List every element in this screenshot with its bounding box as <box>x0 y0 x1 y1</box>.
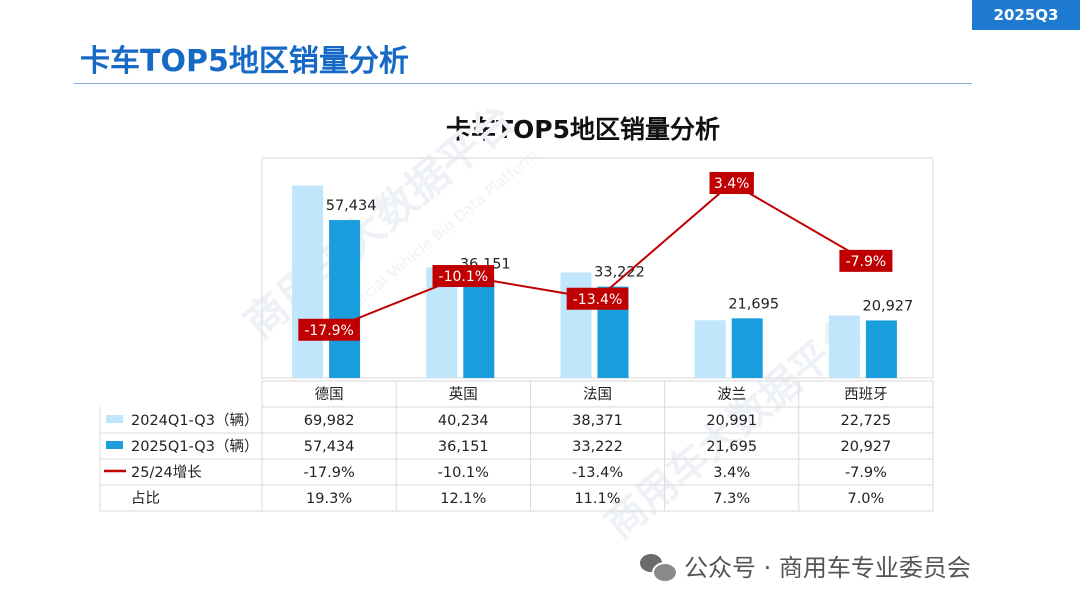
table-cell: -17.9% <box>303 465 354 481</box>
category-tick-label: 法国 <box>583 386 612 403</box>
table-cell: -13.4% <box>572 465 623 481</box>
table-cell: 20,927 <box>841 439 892 455</box>
table-cell: 3.4% <box>713 465 750 481</box>
legend-label: 2025Q1-Q3（辆） <box>131 438 258 455</box>
wechat-icon <box>640 552 678 583</box>
table-cell: 57,434 <box>304 439 355 455</box>
growth-label-box <box>298 318 360 341</box>
footer: 公众号 · 商用车专业委员会 <box>640 548 971 583</box>
bar-value-label: 57,434 <box>326 198 377 214</box>
legend-label: 25/24增长 <box>131 464 202 481</box>
table-cell: 12.1% <box>440 491 486 507</box>
table-cell: 11.1% <box>574 491 620 507</box>
legend-label: 2024Q1-Q3（辆） <box>131 412 258 429</box>
growth-label-box <box>432 265 495 288</box>
growth-data-label: -17.9% <box>304 323 354 339</box>
table-cell: 69,982 <box>304 413 355 429</box>
growth-label-box <box>566 287 629 310</box>
table-cell: 7.3% <box>713 491 750 507</box>
table-cell: -7.9% <box>845 465 887 481</box>
table-cell: 19.3% <box>306 491 352 507</box>
table-cell: 20,991 <box>706 413 757 429</box>
table-cell: 33,222 <box>572 439 623 455</box>
growth-data-label: -7.9% <box>846 254 887 270</box>
category-tick-label: 英国 <box>449 385 478 403</box>
growth-data-label: -13.4% <box>573 292 623 308</box>
bar-value-label: 20,927 <box>863 298 914 314</box>
category-tick-label: 西班牙 <box>844 386 888 403</box>
chart-title: 卡车TOP5地区销量分析 <box>445 115 721 144</box>
legend-swatch-s2025 <box>106 441 123 449</box>
legend-label: 占比 <box>131 490 160 507</box>
bar-value-label: 21,695 <box>728 296 779 312</box>
page-title: 卡车TOP5地区销量分析 <box>80 44 409 79</box>
growth-data-label: -10.1% <box>439 269 489 285</box>
bar-2025 <box>731 318 763 378</box>
footer-text: 公众号 · 商用车专业委员会 <box>684 554 971 582</box>
bar-value-label: 33,222 <box>594 265 645 281</box>
growth-data-label: 3.4% <box>714 176 750 192</box>
table-cell: 22,725 <box>841 413 892 429</box>
table-cell: -10.1% <box>438 465 489 481</box>
growth-label-box <box>839 249 893 272</box>
legend-swatch-s2024 <box>106 415 123 423</box>
category-tick-label: 德国 <box>315 386 344 403</box>
table-cell: 21,695 <box>706 439 757 455</box>
title-divider <box>74 83 972 84</box>
table-cell: 36,151 <box>438 439 489 455</box>
bar-2024 <box>292 185 324 378</box>
table-cell: 38,371 <box>572 413 623 429</box>
bar-2025 <box>463 278 495 378</box>
growth-label-box <box>709 172 754 195</box>
bar-2024 <box>828 315 860 378</box>
table-cell: 7.0% <box>847 491 884 507</box>
category-tick-label: 波兰 <box>717 386 746 403</box>
period-badge: 2025Q3 <box>972 0 1080 30</box>
bar-2024 <box>694 320 726 378</box>
table-cell: 40,234 <box>438 413 489 429</box>
bar-2025 <box>329 220 361 378</box>
bar-2025 <box>865 320 897 378</box>
